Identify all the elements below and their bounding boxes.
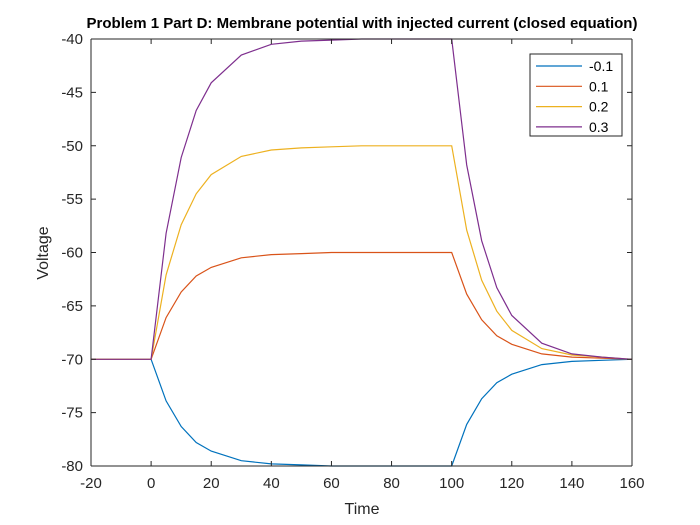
legend-label-1: 0.1 xyxy=(589,78,609,94)
x-tick-label-4: 60 xyxy=(323,475,340,492)
x-tick-label-3: 40 xyxy=(263,475,280,492)
y-tick-label-3: -55 xyxy=(61,191,83,208)
x-tick-label-5: 80 xyxy=(383,475,400,492)
y-tick-label-4: -60 xyxy=(61,245,83,262)
y-tick-label-6: -70 xyxy=(61,351,83,368)
x-tick-label-9: 160 xyxy=(619,475,644,492)
series-line-2 xyxy=(91,145,633,360)
x-tick-label-2: 20 xyxy=(203,475,220,492)
legend-label-2: 0.2 xyxy=(589,99,609,115)
y-tick-label-7: -75 xyxy=(61,405,83,422)
ticks: -20 0 20 40 60 80 100 120 140 160 -40 -45 -50 -55 -60 -… xyxy=(61,31,644,492)
chart-title: Problem 1 Part D: Membrane potential wit… xyxy=(87,15,638,32)
legend: -0.1 0.1 0.2 0.3 xyxy=(529,53,623,137)
y-axis-label: Voltage xyxy=(35,226,52,279)
x-tick-label-0: -20 xyxy=(80,475,102,492)
x-tick-label-6: 100 xyxy=(439,475,464,492)
legend-box xyxy=(529,53,623,137)
y-tick-label-8: -80 xyxy=(61,458,83,475)
legend-label-0: -0.1 xyxy=(589,58,613,74)
series-line-1 xyxy=(91,251,633,360)
y-tick-label-0: -40 xyxy=(61,31,83,48)
y-tick-label-2: -50 xyxy=(61,138,83,155)
x-tick-label-8: 140 xyxy=(559,475,584,492)
y-tick-label-5: -65 xyxy=(61,298,83,315)
x-tick-label-7: 120 xyxy=(499,475,524,492)
x-tick-label-1: 0 xyxy=(147,475,155,492)
y-tick-label-1: -45 xyxy=(61,84,83,101)
legend-items: -0.1 0.1 0.2 0.3 xyxy=(536,58,613,135)
legend-label-3: 0.3 xyxy=(589,119,609,135)
x-axis-label: Time xyxy=(345,501,380,518)
